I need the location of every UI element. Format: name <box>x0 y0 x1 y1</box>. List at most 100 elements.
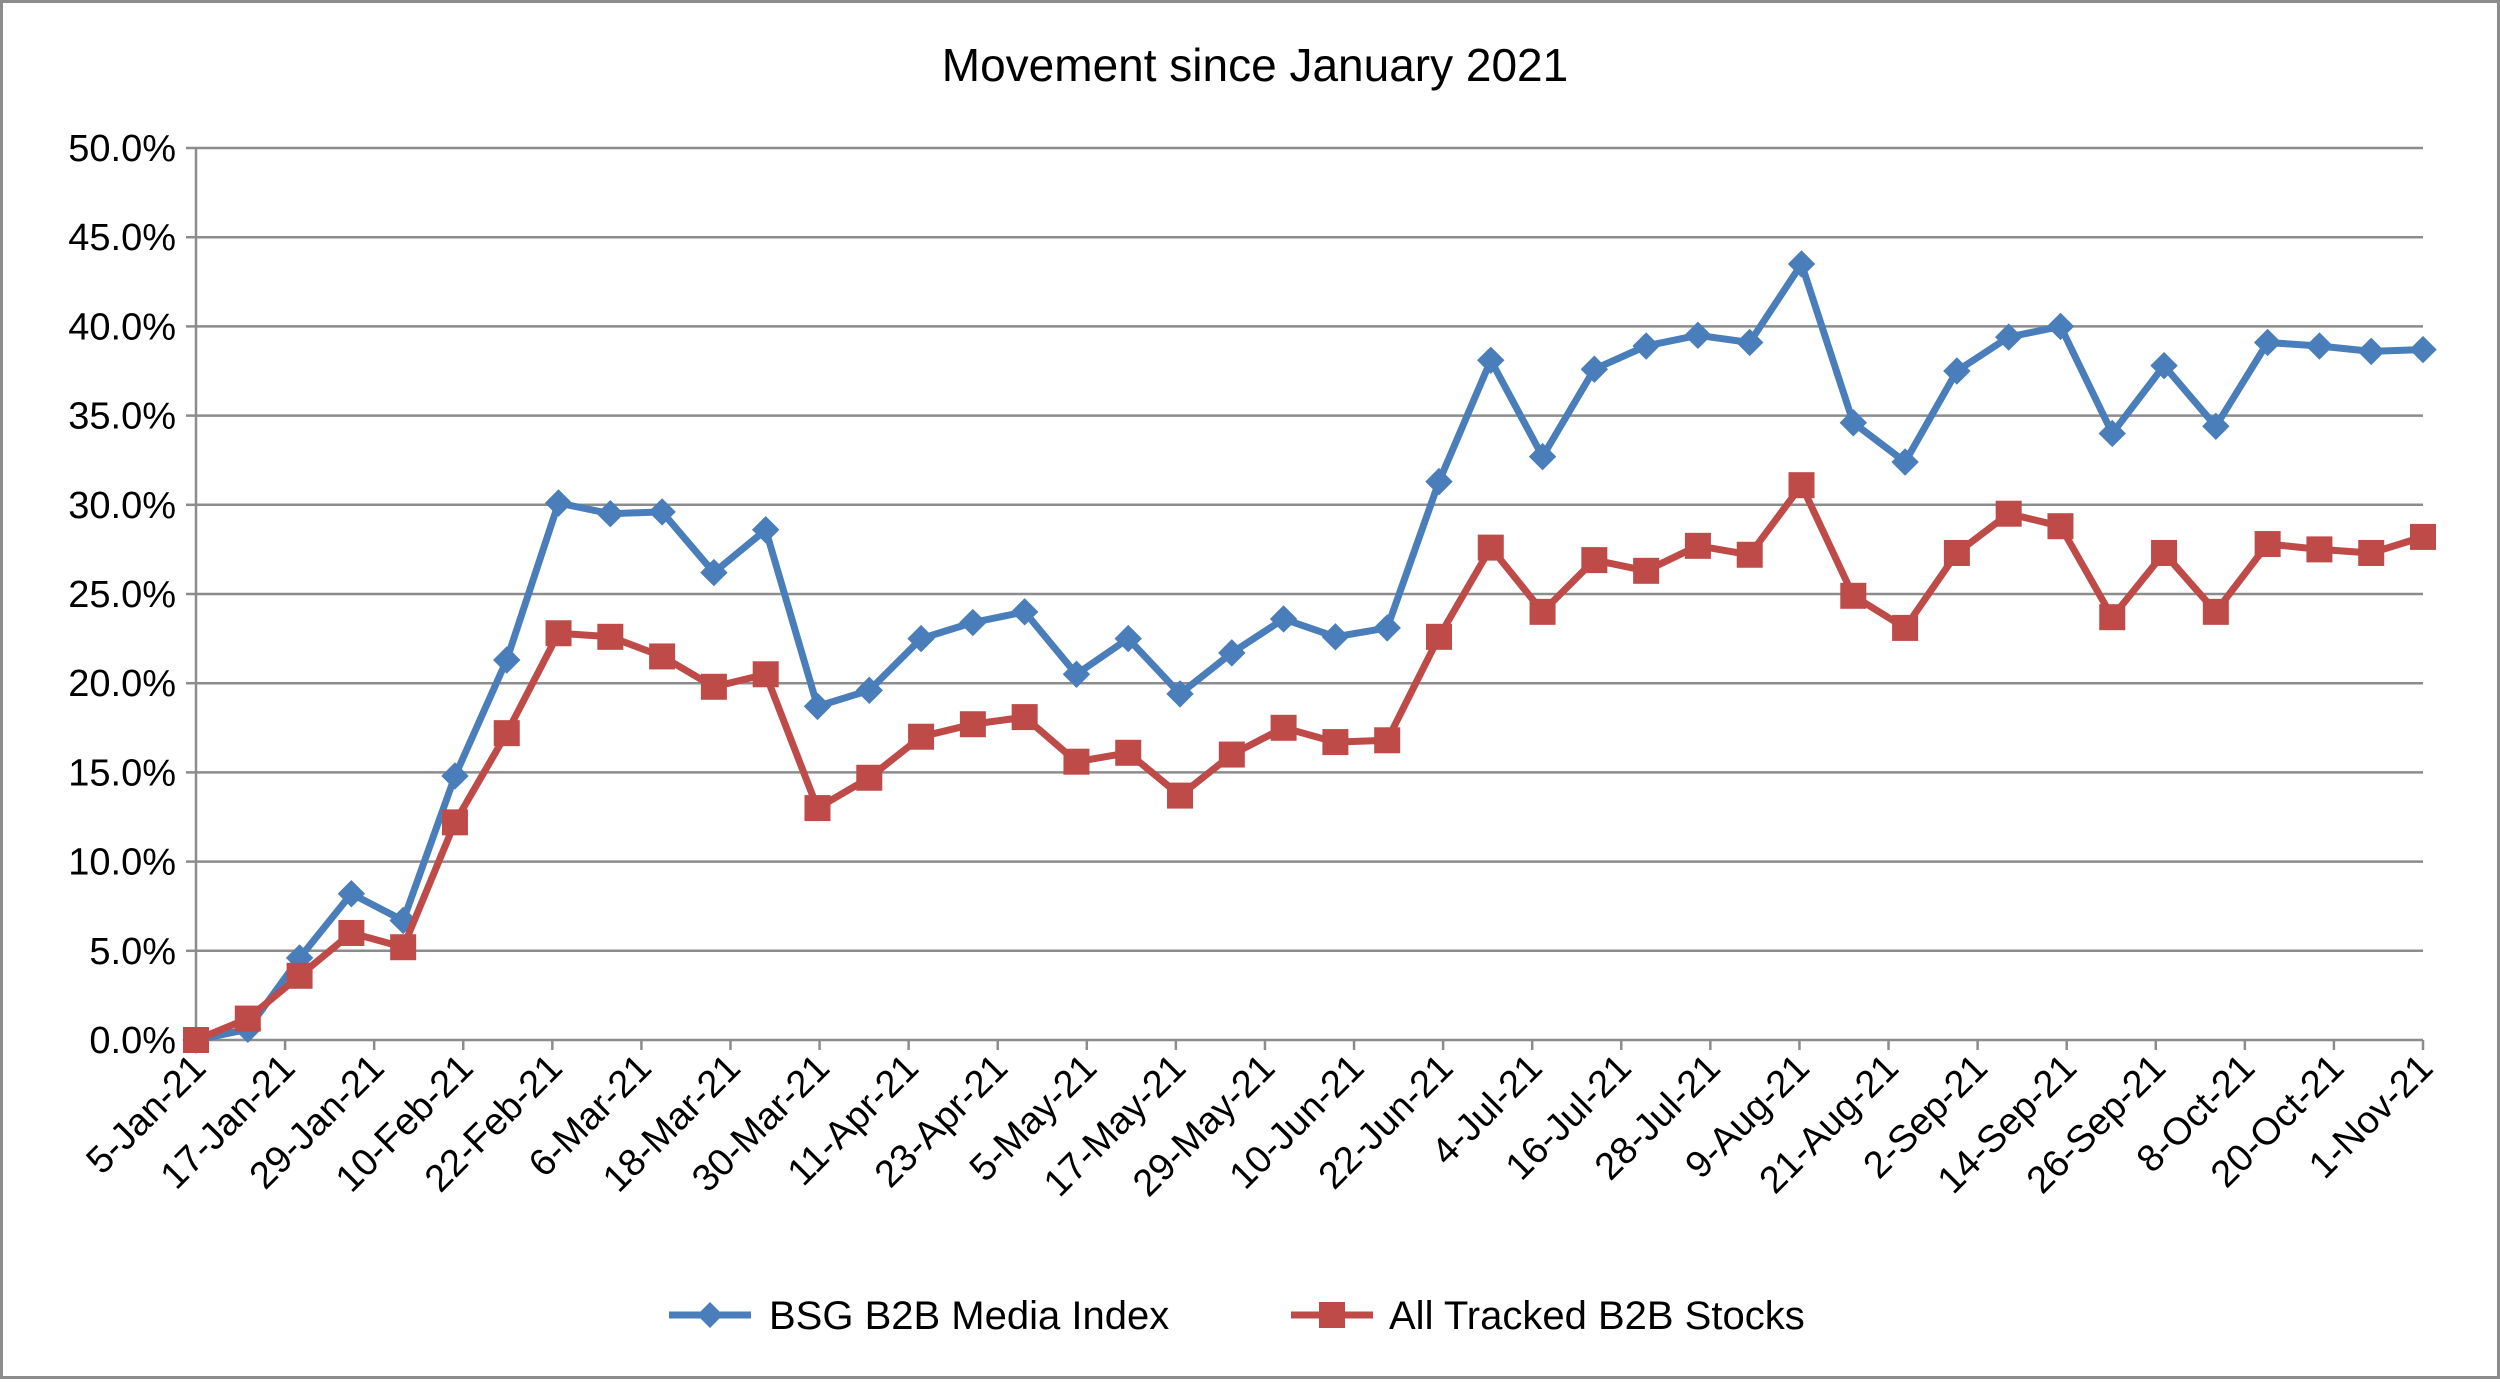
bsg-index-data-point <box>959 608 987 637</box>
legend-bsg-index-label: BSG B2B Media Index <box>769 1294 1169 1338</box>
bsg-index-data-point <box>1684 321 1712 350</box>
bsg-index-data-point <box>1736 328 1764 357</box>
bsg-index-data-point <box>337 880 366 908</box>
y-tick-label: 45.0% <box>68 217 176 259</box>
all-tracked-data-point <box>2047 513 2074 540</box>
y-tick-label: 5.0% <box>89 931 176 973</box>
all-tracked-data-point <box>752 661 779 688</box>
all-tracked-data-point <box>286 962 313 989</box>
y-tick-label: 0.0% <box>89 1020 176 1062</box>
bsg-index-data-point <box>1062 660 1091 688</box>
bsg-index-data-point <box>1632 332 1660 360</box>
y-axis-tick-labels: 0.0% 5.0% 10.0% 15.0% 20.0% 25.0% 30.0% 35.0% 40… <box>68 128 176 1062</box>
all-tracked-data-point <box>1167 782 1194 809</box>
all-tracked-data-point <box>908 723 935 750</box>
all-tracked-data-point <box>2358 539 2385 566</box>
all-tracked-data-point <box>2410 523 2436 550</box>
all-tracked-data-point <box>1218 741 1245 768</box>
all-tracked-data-point <box>234 1005 261 1032</box>
all-tracked-data-point <box>1943 539 1970 566</box>
all-tracked-data-point <box>338 919 365 946</box>
legend-bsg-index-swatch-marker <box>697 1302 723 1328</box>
bsg-index-data-point <box>2409 335 2437 364</box>
bsg-index-data-point <box>1218 639 1246 667</box>
all-tracked-data-point <box>441 809 468 836</box>
all-tracked-data-point <box>2151 539 2178 566</box>
bsg-index-data-point <box>1425 467 1453 496</box>
all-tracked-data-point <box>700 673 727 700</box>
bsg-index-data-point <box>2357 337 2385 366</box>
legend-all-tracked-label: All Tracked B2B Stocks <box>1389 1294 1805 1338</box>
all-tracked-data-point <box>2254 531 2281 558</box>
all-tracked-data-point <box>183 1027 209 1053</box>
y-tick-label: 15.0% <box>68 752 176 794</box>
all-tracked-data-point <box>1684 532 1711 559</box>
all-tracked-data-point <box>1581 547 1608 574</box>
y-tick-label: 30.0% <box>68 485 176 527</box>
bsg-index-data-point <box>1477 346 1505 375</box>
all-tracked-data-point <box>597 623 624 650</box>
bsg-index-data-point <box>1321 623 1350 651</box>
bsg-index-data-point <box>855 676 883 705</box>
bsg-index-data-point <box>1994 323 2023 351</box>
bsg-index-data-point <box>544 489 573 517</box>
axes <box>186 146 2425 1050</box>
bsg-index-data-point <box>1943 357 1971 385</box>
all-tracked-data-point <box>1995 500 2022 527</box>
all-tracked-data-point <box>1840 582 1867 609</box>
bsg-index-data-point <box>1787 250 1816 278</box>
series-lines <box>182 250 2437 1054</box>
all-tracked-data-point <box>649 643 676 670</box>
y-tick-label: 20.0% <box>68 663 176 705</box>
bsg-index-data-point <box>2046 312 2075 341</box>
all-tracked-data-point <box>1322 729 1349 756</box>
all-tracked-series-line <box>194 481 2425 1044</box>
y-tick-label: 10.0% <box>68 842 176 884</box>
x-axis-tick-labels: 5-Jan-2117-Jan-2129-Jan-2110-Feb-2122-Fe… <box>79 1047 2442 1205</box>
gridlines <box>196 146 2423 953</box>
all-tracked-data-point <box>493 720 520 747</box>
bsg-index-data-point <box>751 516 780 544</box>
bsg-index-data-point <box>1839 409 1868 437</box>
legend-all-tracked-swatch-marker <box>1319 1302 1345 1328</box>
y-tick-label: 25.0% <box>68 574 176 616</box>
all-tracked-data-point <box>2202 598 2229 625</box>
all-tracked-data-point <box>2306 536 2333 563</box>
chart-title: Movement since January 2021 <box>942 39 1568 91</box>
all-tracked-data-point <box>1115 739 1142 766</box>
y-tick-label: 35.0% <box>68 396 176 438</box>
all-tracked-data-point <box>856 764 883 791</box>
bsg-index-data-point <box>1114 624 1142 653</box>
all-tracked-data-point <box>545 620 572 647</box>
bsg-index-data-point <box>2098 419 2126 448</box>
bsg-index-data-point <box>493 646 521 674</box>
bsg-index-data-point <box>1373 614 1401 642</box>
bsg-index-data-point <box>1166 680 1194 708</box>
bsg-index-data-point <box>2150 351 2178 380</box>
all-tracked-data-point <box>1063 748 1090 775</box>
all-tracked-data-point <box>1529 598 1556 625</box>
bsg-index-data-point <box>1528 442 1557 471</box>
all-tracked-data-point <box>1011 704 1038 731</box>
all-tracked-data-point <box>1736 541 1763 568</box>
bsg-index-data-point <box>2253 328 2282 357</box>
legend: BSG B2B Media Index All Tracked B2B Stock… <box>669 1294 1805 1338</box>
y-tick-label: 50.0% <box>68 128 176 170</box>
bsg-index-data-point <box>803 692 832 721</box>
bsg-index-data-point <box>1010 598 1039 626</box>
all-tracked-data-point <box>1633 557 1660 584</box>
bsg-index-data-point <box>441 762 469 790</box>
bsg-index-data-point <box>596 500 625 528</box>
bsg-index-series-line <box>195 260 2424 1044</box>
bsg-index-data-point <box>2305 332 2334 360</box>
all-tracked-data-point <box>804 795 831 822</box>
all-tracked-data-point <box>1425 623 1452 650</box>
y-tick-label: 40.0% <box>68 306 176 348</box>
bsg-index-data-point <box>907 624 935 653</box>
all-tracked-data-point <box>1374 727 1401 754</box>
bsg-index-data-point <box>1580 355 1609 383</box>
all-tracked-data-point <box>2099 604 2126 631</box>
bsg-index-data-point <box>700 558 728 587</box>
bsg-index-data-point <box>1891 448 1919 476</box>
